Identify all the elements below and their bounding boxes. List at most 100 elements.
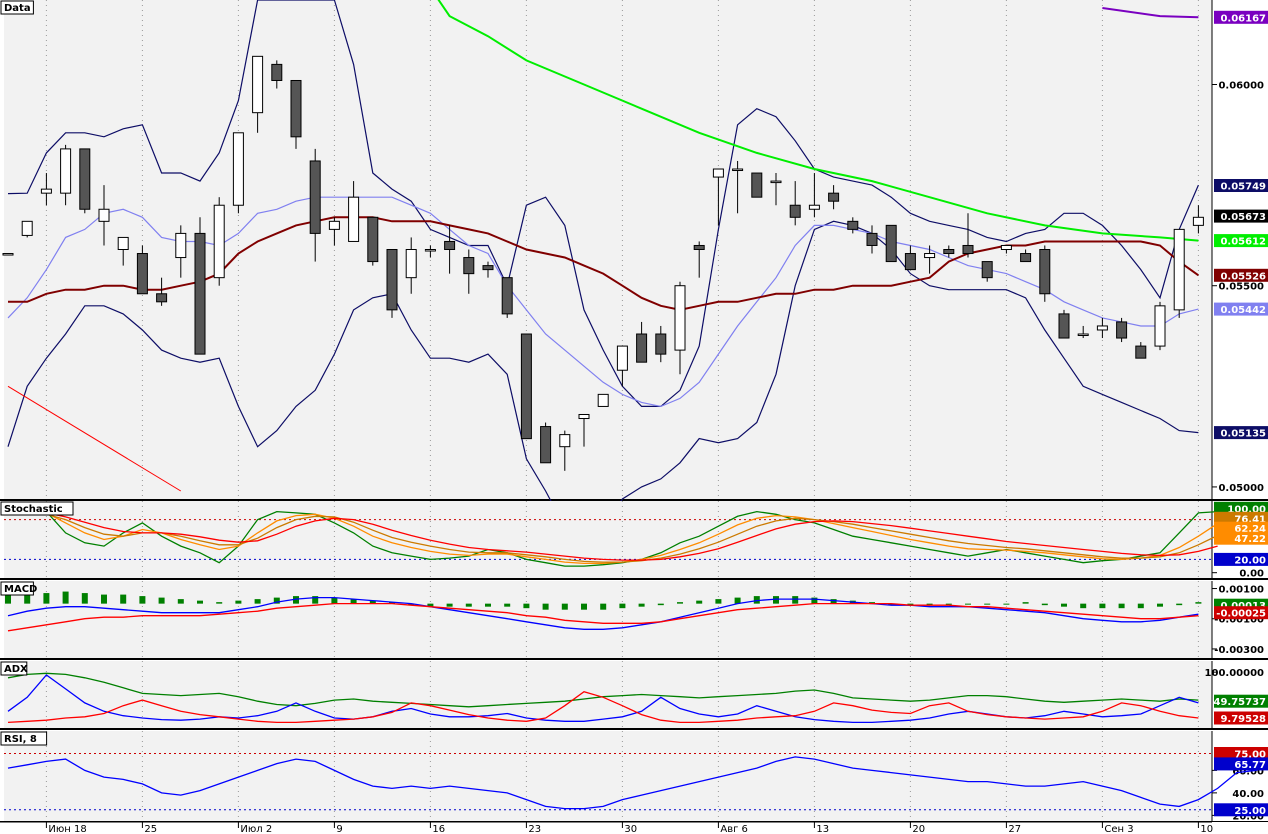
candle-body [962,244,974,255]
y-tick-label: 0.05500 [1218,282,1264,293]
histogram-bar [600,603,607,610]
candle-body [40,188,52,194]
candle-body [21,220,33,236]
candle-body [98,208,110,222]
histogram-bar [581,603,587,610]
histogram-bar [638,603,645,607]
value-badge: 76.41 [1234,514,1266,525]
candle-body [559,434,571,448]
candle-body [156,293,168,303]
candle-body [828,192,840,202]
value-badge: 0.05526 [1220,271,1266,282]
histogram-bar [446,603,453,607]
histogram-bar [101,594,107,604]
y-tick-label: -0.00300 [1214,645,1264,656]
candle-body [1000,244,1012,250]
candle-body [904,253,916,271]
histogram-bar [1099,603,1106,609]
series-line-2 [7,690,1199,724]
candle-body [117,236,129,250]
value-badge-bg [1214,302,1268,316]
histogram-bar [773,596,779,604]
value-badge: 100.00 [1227,504,1266,515]
panel-plot-area [4,501,1212,578]
histogram-bar [369,600,376,604]
histogram-bar [1176,603,1183,606]
candle-body [309,160,321,234]
candle-body [636,333,648,363]
candle-body [847,220,859,230]
histogram-bar [408,603,415,606]
histogram-bar [1080,603,1087,609]
histogram-bar [43,593,50,604]
histogram-bar [523,603,530,609]
candle-body [1192,216,1204,226]
candle-body [693,244,705,250]
y-tick-label: 0.00100 [1218,585,1264,596]
candle-body [751,172,763,198]
y-tick-label: 40.00 [1232,789,1264,800]
x-tick-label: 23 [528,824,541,834]
panel-title-box [0,581,34,596]
histogram-bar [158,597,165,604]
histogram-bar [965,603,971,605]
histogram-bar [312,596,319,604]
histogram-bar [1157,603,1163,607]
histogram-bar [293,596,299,604]
x-tick-label: 25 [144,824,157,834]
x-axis-band [0,822,1268,834]
y-tick-label: 0.00 [1239,569,1264,580]
panel-macd: 0.00100-0.00100-0.00300MACD0.00013-0.000… [0,581,1268,660]
value-badge: 0.06167 [1220,13,1266,24]
candle-body [1135,345,1147,359]
value-badge: 0.05135 [1220,429,1266,440]
value-badge-bg [1214,426,1268,440]
x-tick-label: Июн 18 [48,824,86,834]
overlay-line-bollinger-middle [7,196,1199,408]
candle-body [252,55,264,114]
value-badge-bg [1214,501,1268,515]
panel-plot-area [4,731,1212,821]
histogram-bar [945,603,952,605]
x-tick-label: 30 [624,824,637,834]
histogram-bar [619,603,626,609]
value-badge: 75.00 [1234,750,1266,761]
candle-body [712,168,724,178]
value-badge-bg [1214,606,1268,620]
histogram-bar [753,596,760,604]
candle-body [194,232,206,355]
histogram-bar [1118,603,1125,609]
value-badge: 0.05612 [1220,237,1266,248]
y-tick-label: 0.06000 [1218,81,1264,92]
histogram-bar [81,593,88,604]
x-tick-label: Сен 3 [1104,824,1133,834]
panel-title: ADX [4,664,28,675]
overlay-line-moving-average [1102,7,1199,19]
candle-body [540,426,552,464]
value-badge: 25.00 [1234,806,1266,817]
value-badge-bg [1214,757,1268,771]
x-tick-label: 27 [1008,824,1021,834]
candle-body [213,204,225,279]
y-tick-label: 100.00000 [1205,668,1265,679]
histogram-bar [561,603,568,610]
panel-adx: 100.00000 ADX 49.75737 9.79528 [0,661,1268,730]
value-badge-bg [1214,268,1268,282]
histogram-bar [811,597,818,604]
histogram-bar [792,596,799,604]
x-tick-label: 13 [816,824,829,834]
histogram-bar [235,600,242,604]
value-badge: 49.75737 [1213,697,1266,708]
candle-body [136,253,148,295]
panel-price: 0.06000 0.05500 0.05000 Data 0.06167 0.05749 0… [0,0,1268,528]
value-badge: 0.05749 [1220,182,1266,193]
value-badge-bg [1214,694,1268,708]
histogram-bar [542,603,549,610]
candle-body [348,196,360,242]
candle-body [924,253,936,259]
histogram-bar [907,603,914,605]
histogram-bar [1195,602,1202,604]
value-badge: 0.05442 [1220,305,1266,316]
